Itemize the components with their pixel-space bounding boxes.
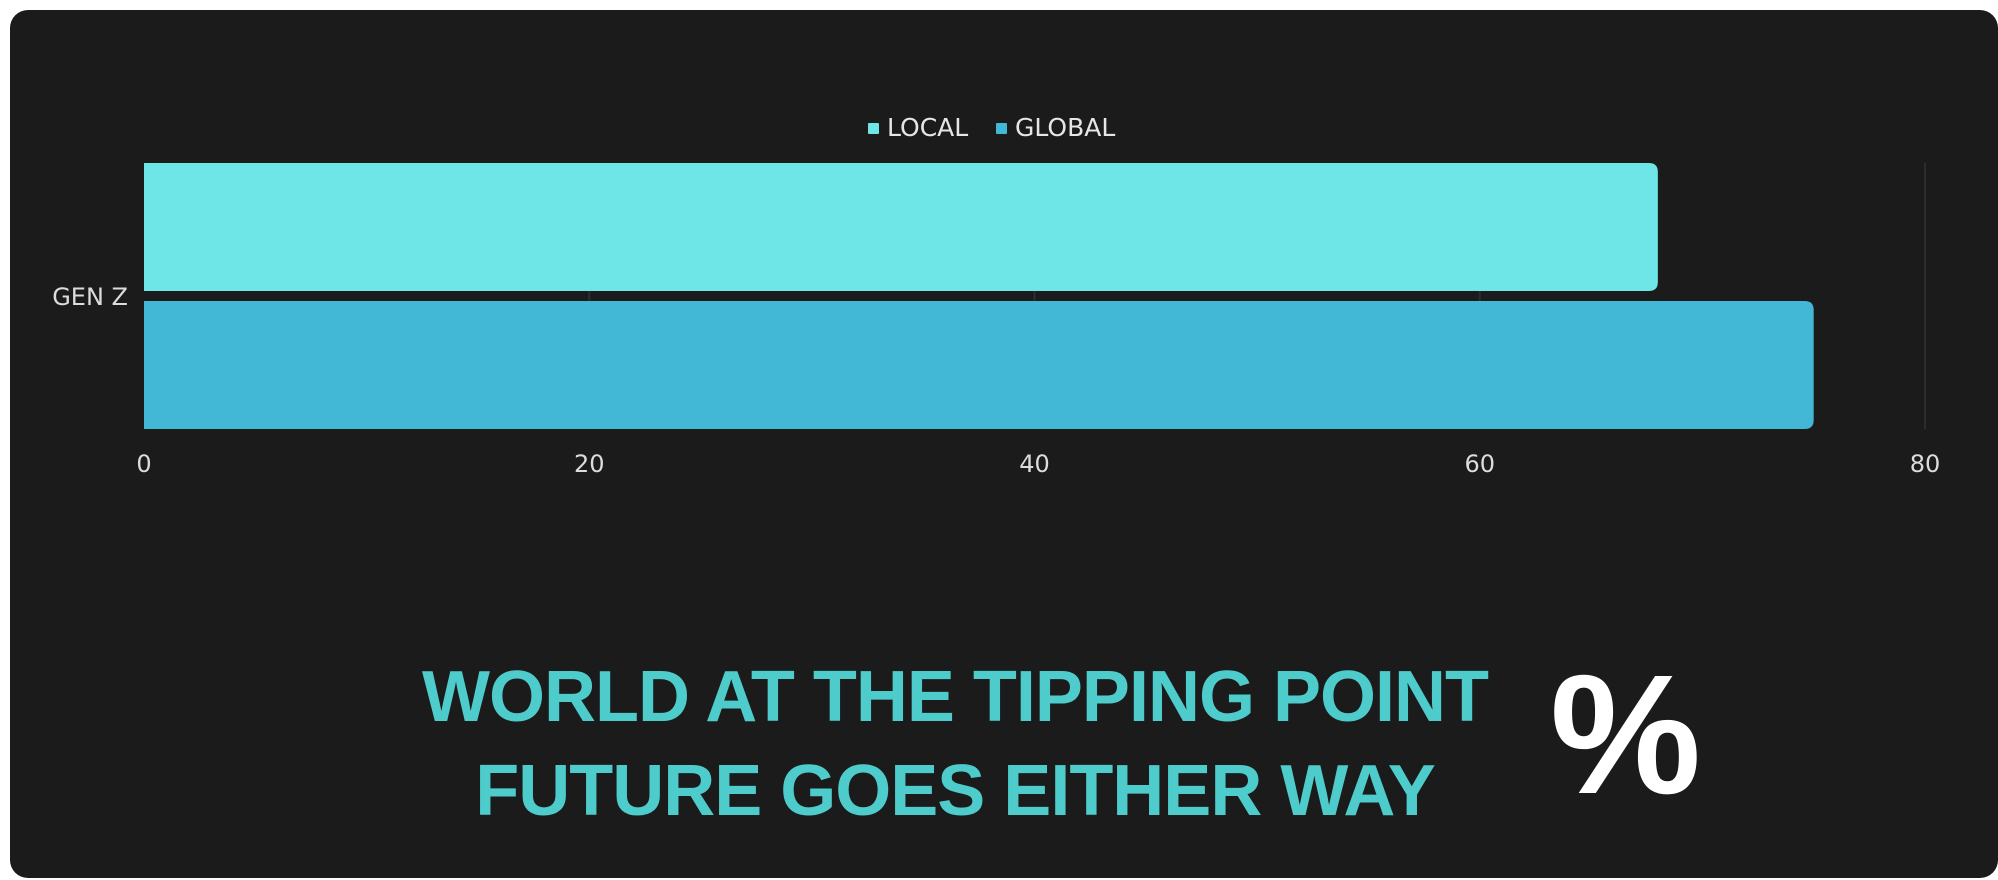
x-tick-label: 20 [574, 450, 605, 478]
legend-swatch [868, 123, 879, 134]
headline-line-1: WORLD AT THE TIPPING POINT [422, 657, 1489, 737]
x-tick-label: 40 [1019, 450, 1050, 478]
y-category-label: GEN Z [52, 283, 128, 311]
headline: WORLD AT THE TIPPING POINT FUTURE GOES E… [330, 650, 1580, 838]
x-tick-label: 60 [1464, 450, 1495, 478]
x-tick-label: 0 [136, 450, 151, 478]
bar-global [144, 301, 1814, 429]
bar-chart: 0 20 40 60 80 GEN Z LOCAL GLOBAL [52, 113, 1941, 478]
chart-card: 0 20 40 60 80 GEN Z LOCAL GLOBAL WORLD AT THE T… [10, 10, 1998, 878]
bar-local [144, 163, 1658, 291]
headline-line-2: FUTURE GOES EITHER WAY [475, 751, 1435, 831]
percent-icon: % [1550, 640, 1702, 830]
x-tick-label: 80 [1910, 450, 1941, 478]
legend-label: LOCAL [887, 113, 968, 142]
legend-label: GLOBAL [1015, 113, 1115, 142]
legend-swatch [996, 123, 1007, 134]
